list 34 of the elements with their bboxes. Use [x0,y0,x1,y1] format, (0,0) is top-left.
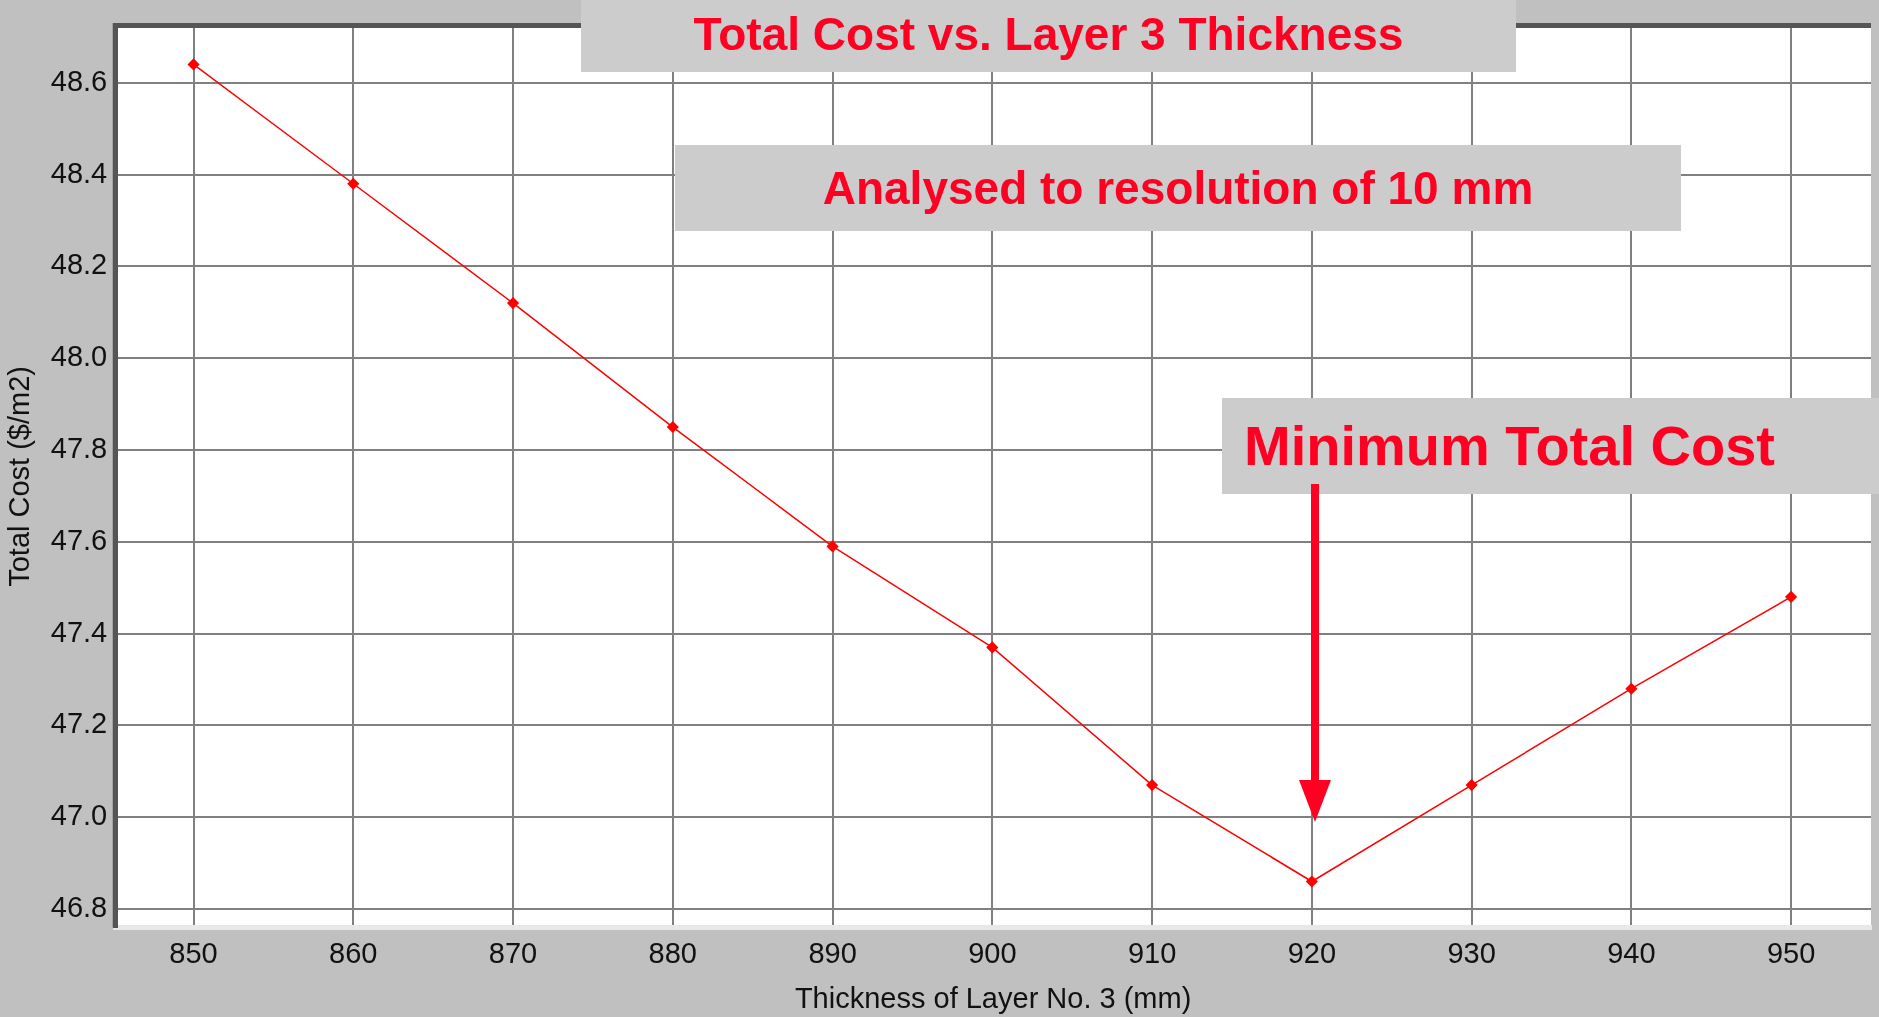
y-tick-label: 47.2 [50,707,108,740]
x-tick-label: 850 [169,936,218,969]
x-tick-label: 890 [808,936,857,969]
x-tick-label: 880 [648,936,697,969]
point [826,540,839,553]
point [1465,779,1478,791]
x-tick-label: 950 [1766,936,1816,969]
point [507,297,519,309]
x-axis-title: Thickness of Layer No. 3 (mm) [794,981,1192,1014]
y-tick-label: 48.0 [50,340,108,373]
x-tick-label: 900 [968,936,1017,969]
point [1625,682,1638,695]
y-tick-label: 48.6 [50,64,108,97]
y-tick-label: 47.8 [50,432,108,465]
y-tick-label: 47.6 [50,523,108,556]
y-tick-label: 48.2 [50,248,108,281]
x-tick-label: 910 [1127,936,1177,969]
point [986,641,999,654]
y-tick-label: 47.4 [50,615,108,648]
x-tick-label: 860 [329,936,378,969]
point [187,58,200,71]
x-tick-label: 930 [1447,936,1496,969]
point [1785,591,1797,603]
y-tick-label: 47.0 [50,799,108,832]
x-tick-label: 870 [488,936,538,969]
y-axis-title: Total Cost ($/m2) [3,366,36,587]
point [1146,779,1158,791]
x-tick-label: 920 [1287,936,1337,969]
y-tick-label: 46.8 [50,891,108,924]
y-tick-label: 48.4 [50,156,108,189]
point [1306,875,1318,888]
point [347,178,360,190]
x-tick-label: 940 [1607,936,1656,969]
point [667,421,679,433]
